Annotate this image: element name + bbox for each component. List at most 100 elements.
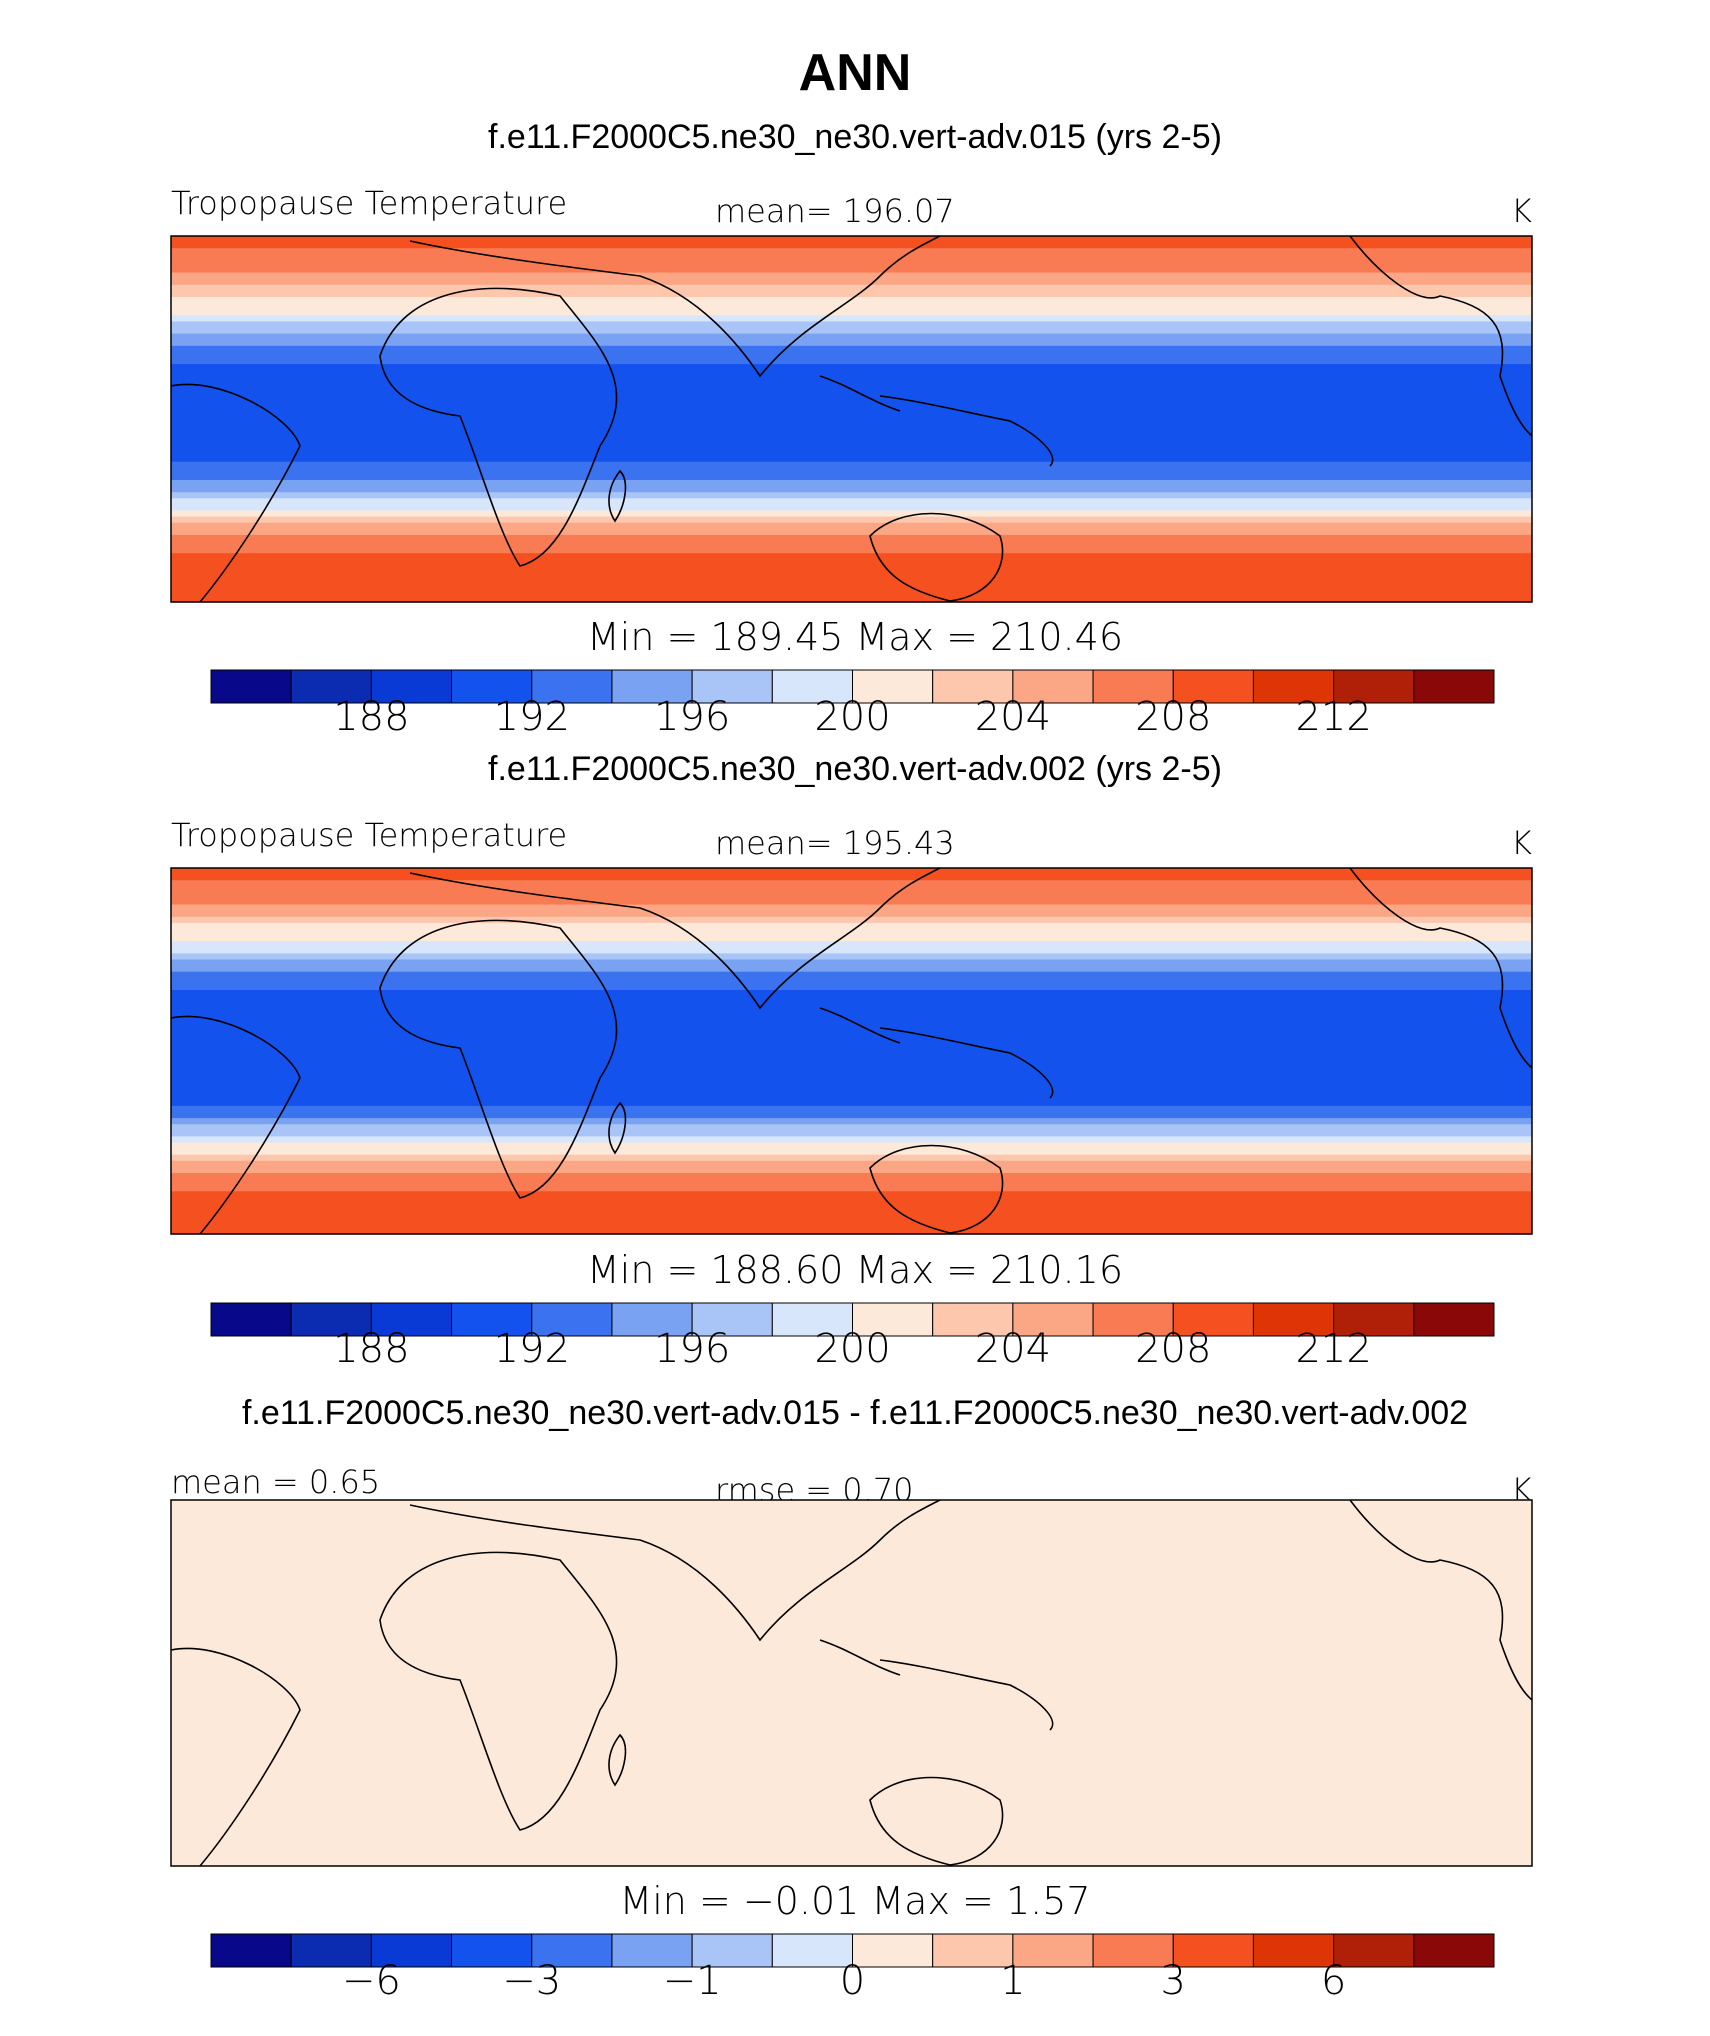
map-field (171, 236, 1532, 603)
map-band (171, 1847, 1532, 1855)
map-band (171, 315, 1532, 322)
map-band (171, 254, 1532, 261)
colorbar-tick-label: 192 (494, 1326, 570, 1372)
map-band (171, 1038, 1532, 1046)
map-frame (170, 867, 1533, 1235)
panel-units: K (1511, 192, 1532, 230)
map-band (171, 565, 1532, 573)
colorbar-box (611, 669, 693, 704)
colorbar-box (451, 1933, 533, 1968)
colorbar-box (932, 1933, 1014, 1968)
map-band (171, 449, 1532, 457)
colorbar-box (691, 1933, 773, 1968)
map-band (171, 935, 1532, 942)
colorbar-tick-label: 3 (1161, 1958, 1186, 2004)
map-band (171, 1786, 1532, 1794)
min-max-label: Min = 188.60 Max = 210.16 (587, 1248, 1123, 1292)
map-band (171, 492, 1532, 499)
map-band (171, 1148, 1532, 1156)
map-band (171, 431, 1532, 438)
map-band (171, 1615, 1532, 1623)
colorbar-tick-label: 192 (494, 694, 570, 740)
coastline (869, 1776, 1004, 1866)
map-band (171, 1859, 1532, 1867)
colorbar-tick-label: 204 (975, 1326, 1051, 1372)
colorbar-box (451, 669, 533, 704)
panel-title: f.e11.F2000C5.ne30_ne30.vert-adv.015 - f… (242, 1394, 1468, 1432)
map-band (171, 1081, 1532, 1089)
map-band (171, 996, 1532, 1003)
panel-title: f.e11.F2000C5.ne30_ne30.vert-adv.015 (yr… (488, 118, 1222, 156)
map-band (171, 1069, 1532, 1076)
coastline (170, 383, 301, 603)
colorbar-box (771, 1302, 853, 1337)
coastline (608, 1101, 627, 1155)
map-band (171, 1118, 1532, 1125)
map-band (171, 947, 1532, 954)
colorbar-box (1172, 669, 1254, 704)
map-band (171, 1646, 1532, 1654)
panel-left-label: Tropopause Temperature (171, 816, 567, 854)
coastline (409, 235, 941, 378)
map-band (171, 1585, 1532, 1593)
map-band (171, 1002, 1532, 1009)
coastline (608, 469, 627, 523)
map-band (171, 297, 1532, 304)
colorbar-box (1012, 669, 1094, 704)
map-band (171, 358, 1532, 365)
map-band (171, 1853, 1532, 1861)
colorbar-box (1333, 669, 1415, 704)
map-band (171, 1008, 1532, 1015)
map-band (171, 547, 1532, 554)
map-band (171, 1628, 1532, 1635)
map-band (171, 248, 1532, 255)
colorbar-box (1092, 1933, 1174, 1968)
colorbar-box (370, 1302, 453, 1337)
panel-2: f.e11.F2000C5.ne30_ne30.vert-adv.002 (yr… (170, 750, 1533, 1372)
map-band (171, 1032, 1532, 1040)
colorbar-box (611, 1302, 693, 1337)
map-band (171, 461, 1532, 469)
map-band (171, 309, 1532, 316)
coastline (409, 1499, 941, 1642)
map-band (171, 486, 1532, 493)
colorbar-box (932, 1302, 1014, 1337)
colorbar-tick-label: −1 (663, 1958, 722, 2004)
coastlines (170, 867, 1533, 1235)
min-max-label: Min = −0.01 Max = 1.57 (619, 1879, 1090, 1923)
map-band (171, 1798, 1532, 1806)
coastline (819, 1639, 1054, 1731)
panel-title: f.e11.F2000C5.ne30_ne30.vert-adv.002 (yr… (488, 750, 1222, 788)
colorbar-tick-label: 212 (1295, 694, 1371, 740)
map-band (171, 480, 1532, 487)
colorbar-box (1333, 1933, 1415, 1968)
map-band (171, 595, 1532, 603)
map-band (171, 929, 1532, 936)
map-band (171, 498, 1532, 505)
map-band (171, 1591, 1532, 1599)
colorbar-box (451, 1302, 533, 1337)
map-band (171, 1664, 1532, 1672)
map-band (171, 236, 1532, 243)
map-band (171, 1835, 1532, 1843)
coastline (869, 1144, 1004, 1234)
map-band (171, 1087, 1532, 1095)
map-band (171, 1652, 1532, 1660)
coastline (379, 287, 618, 567)
map-band (171, 1160, 1532, 1168)
map-band (171, 886, 1532, 893)
colorbar: −6 −3 −1 0 1 3 6 (210, 1933, 1495, 2004)
panel-center-label: mean= 195.43 (715, 824, 955, 862)
map-band (171, 1524, 1532, 1532)
colorbar-tick-label: 196 (654, 1326, 730, 1372)
map-band (171, 516, 1532, 524)
colorbar-tick-label: −6 (342, 1958, 401, 2004)
colorbar-tick-label: 208 (1135, 694, 1211, 740)
map-band (171, 504, 1532, 512)
coastlines (170, 1499, 1533, 1867)
map-band (171, 1634, 1532, 1641)
colorbar-box (531, 1302, 613, 1337)
colorbar-box (210, 669, 292, 704)
map-band (171, 1603, 1532, 1611)
